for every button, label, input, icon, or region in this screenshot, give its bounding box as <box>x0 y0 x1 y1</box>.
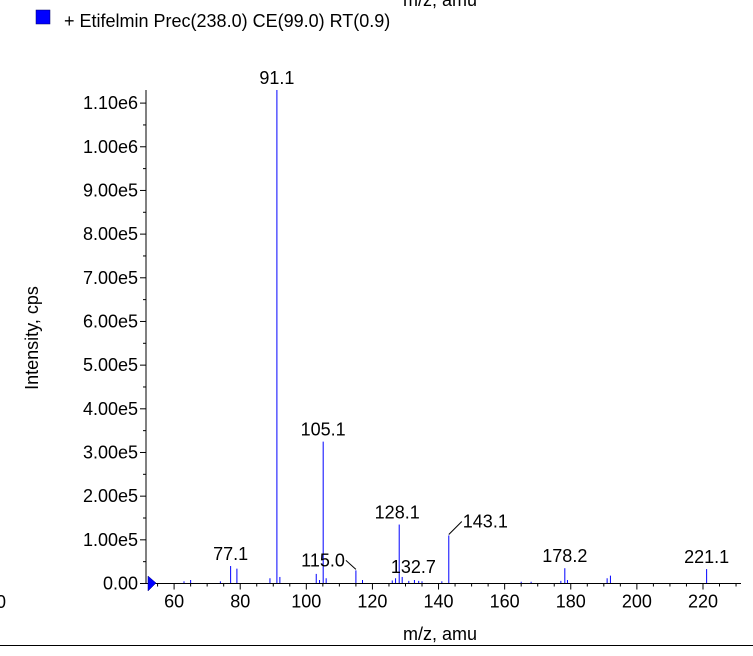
annotations-group: 91.1 105.1 77.1 115.0 128.1 143.1 132.7 178.2 22… <box>213 68 729 577</box>
peak-label: 128.1 <box>375 503 420 523</box>
x-tick-label: 200 <box>622 592 652 612</box>
annotation-leader <box>448 521 463 535</box>
x-tick-label: 160 <box>490 592 520 612</box>
y-tick-label: 7.00e5 <box>83 268 138 288</box>
y-tick-label: 9.00e5 <box>83 180 138 200</box>
x-tick-label: 80 <box>230 592 250 612</box>
x-axis-title: m/z, amu <box>403 624 477 644</box>
y-tick-label: 4.00e5 <box>83 399 138 419</box>
peak-label: 221.1 <box>684 547 729 567</box>
y-tick-label: 6.00e5 <box>83 311 138 331</box>
x-tick-label: 180 <box>556 592 586 612</box>
y-tick-label: 5.00e5 <box>83 355 138 375</box>
peak-label: 115.0 <box>301 550 345 570</box>
x-tick-label: 120 <box>357 592 387 612</box>
peaks-group <box>183 90 708 584</box>
x-ticks-group: 60 80 100 120 140 160 180 200 220 <box>157 583 737 612</box>
peak-label: 132.7 <box>391 557 436 577</box>
y-tick-label: 8.00e5 <box>83 224 138 244</box>
y-tick-label: 1.10e6 <box>83 93 138 113</box>
peak-label: 91.1 <box>259 68 294 88</box>
y-tick-label: 1.00e6 <box>83 137 138 157</box>
peak-label: 178.2 <box>542 546 587 566</box>
left-edge-tick-label: 0 <box>0 592 6 612</box>
baseline-marker-icon <box>147 575 157 592</box>
x-tick-label: 140 <box>424 592 454 612</box>
y-ticks-group: 0.00 1.00e5 2.00e5 3.00e5 4.00e5 5.00e5 6.00e5… <box>83 93 146 594</box>
peak-label: 77.1 <box>213 544 248 564</box>
x-tick-label: 220 <box>688 592 718 612</box>
y-tick-label: 1.00e5 <box>83 530 138 550</box>
legend-label: + Etifelmin Prec(238.0) CE(99.0) RT(0.9) <box>64 11 390 31</box>
y-tick-label: 2.00e5 <box>83 486 138 506</box>
y-tick-label: 3.00e5 <box>83 442 138 462</box>
y-axis-title: Intensity, cps <box>22 286 42 390</box>
annotation-leader <box>345 560 357 570</box>
x-tick-label: 60 <box>164 592 184 612</box>
legend-swatch <box>35 9 51 25</box>
y-tick-label: 0.00 <box>103 574 138 594</box>
peak-label: 105.1 <box>301 420 346 440</box>
top-axis-label: m/z, amu <box>403 0 477 10</box>
x-tick-label: 100 <box>291 592 321 612</box>
peak-label: 143.1 <box>463 511 508 531</box>
